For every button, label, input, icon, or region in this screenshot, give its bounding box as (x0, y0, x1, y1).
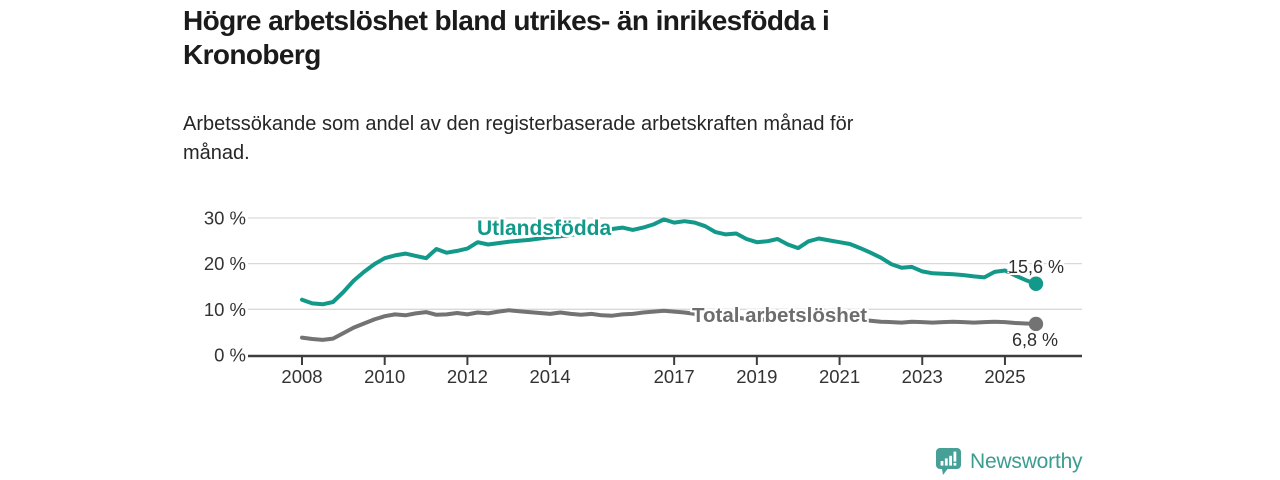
x-tick-label: 2008 (281, 366, 322, 387)
page-title: Högre arbetslöshet bland utrikes- än inr… (183, 4, 983, 72)
y-tick-label: 20 % (204, 253, 246, 274)
newsworthy-logo[interactable]: Newsworthy (936, 448, 1083, 475)
title-line-1: Högre arbetslöshet bland utrikes- än inr… (183, 5, 830, 36)
newsworthy-bubble-chart-icon (936, 448, 961, 475)
newsworthy-wordmark: Newsworthy (970, 449, 1083, 473)
y-tick-label: 30 % (204, 207, 246, 228)
x-tick-label: 2021 (819, 366, 860, 387)
x-tick-label: 2012 (447, 366, 488, 387)
series-label-total-arbetsloshet: Total arbetslöshet (692, 304, 868, 327)
series-label-utlandsfodda: Utlandsfödda (477, 217, 612, 240)
title-line-2: Kronoberg (183, 39, 321, 70)
end-value-label-utlandsfodda: 15,6 % (1008, 257, 1065, 277)
series-line-0 (300, 217, 1038, 307)
x-tick-label: 2025 (984, 366, 1025, 387)
end-value-label-total: 6,8 % (1012, 330, 1059, 350)
x-tick-label: 2019 (736, 366, 777, 387)
x-tick-label: 2017 (654, 366, 695, 387)
x-tick-label: 2014 (530, 366, 571, 387)
series-line-1 (300, 308, 1038, 342)
chart-subtitle: Arbetssökande som andel av den registerb… (183, 110, 1063, 168)
subtitle-line-1: Arbetssökande som andel av den registerb… (183, 113, 854, 135)
y-tick-label: 0 % (214, 345, 246, 366)
y-tick-label: 10 % (204, 299, 246, 320)
series-end-dot-1 (1028, 316, 1044, 332)
x-tick-label: 2010 (364, 366, 405, 387)
series-end-dot-0 (1028, 276, 1044, 291)
x-tick-label: 2023 (902, 366, 943, 387)
subtitle-line-2: månad. (183, 142, 250, 164)
